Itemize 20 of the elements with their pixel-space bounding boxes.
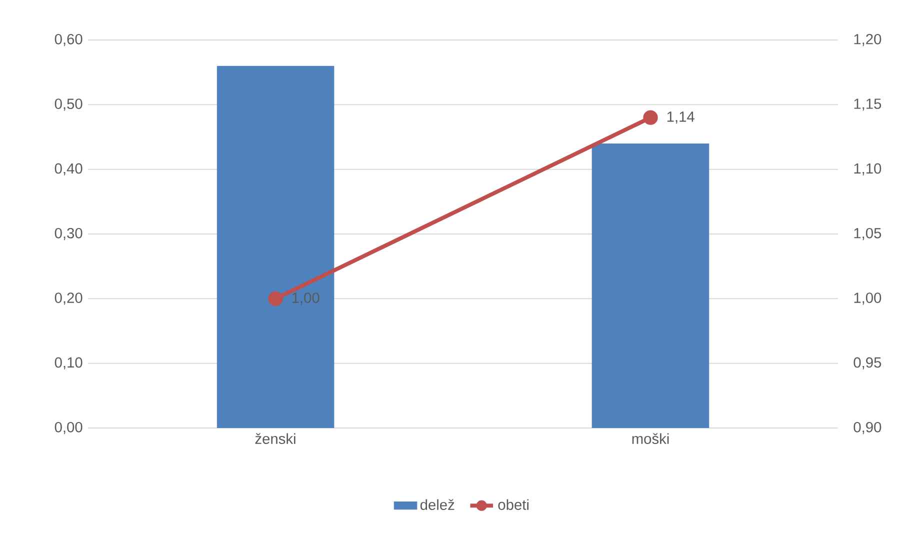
y-tick-label: 0,60	[54, 34, 82, 46]
y-tick-label: 0,10	[54, 357, 82, 370]
y2-tick-label: 1,10	[854, 163, 882, 176]
x-tick-label: ženski	[255, 433, 296, 444]
y2-tick-label: 1,05	[854, 228, 882, 240]
y2-tick-label: 1,15	[854, 98, 882, 111]
legend-label: delež	[420, 499, 454, 510]
y2-tick-label: 1,20	[854, 34, 882, 46]
y-tick-label: 0,50	[54, 98, 82, 111]
y-tick-label: 0,00	[54, 422, 82, 434]
data-label: 1,14	[667, 112, 694, 124]
y2-tick-label: 0,90	[854, 422, 882, 434]
y-tick-label: 0,30	[54, 228, 82, 240]
y2-tick-label: 1,00	[854, 292, 882, 305]
data-label: 1,00	[292, 292, 320, 305]
y2-tick-label: 0,95	[854, 357, 882, 370]
y-tick-label: 0,20	[54, 292, 82, 305]
y-tick-label: 0,40	[54, 163, 82, 176]
x-tick-label: moški	[632, 433, 669, 444]
legend-label: obeti	[498, 499, 528, 510]
